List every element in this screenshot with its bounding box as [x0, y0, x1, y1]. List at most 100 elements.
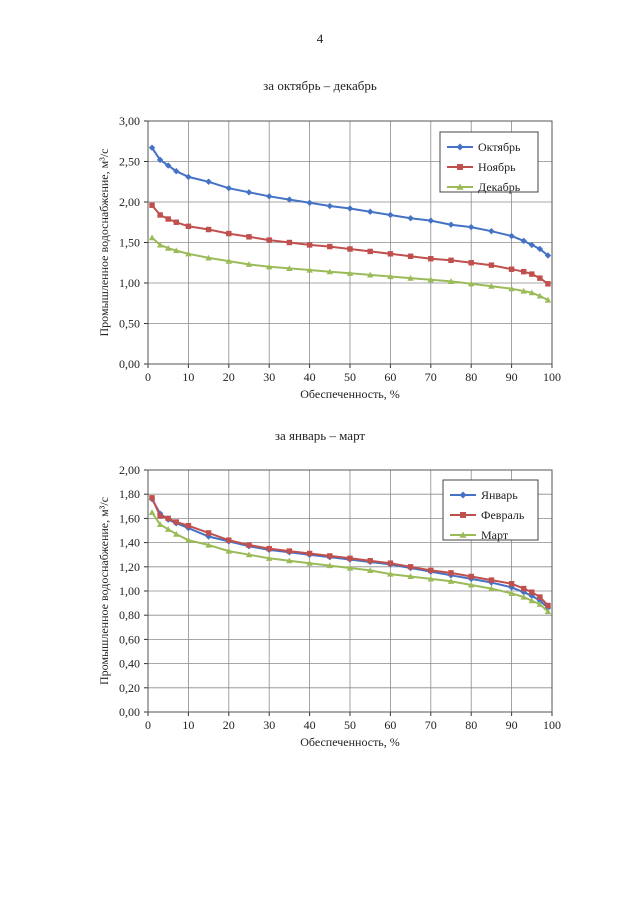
data-point [205, 254, 212, 261]
data-point [156, 521, 164, 528]
data-point [407, 564, 414, 570]
data-point [286, 265, 293, 271]
data-point [407, 253, 414, 259]
data-point [468, 223, 475, 231]
data-point [545, 281, 551, 287]
data-point [149, 202, 155, 208]
data-point [266, 545, 272, 552]
data-point [347, 246, 353, 252]
x-tick-label: 90 [506, 718, 518, 732]
data-point [528, 289, 535, 296]
data-point [520, 589, 527, 596]
x-axis-label: Обеспеченность, % [300, 387, 400, 401]
legend-marker [456, 183, 464, 190]
data-point [536, 245, 544, 253]
data-point [427, 575, 434, 582]
data-point [488, 227, 495, 235]
data-point [148, 144, 156, 151]
data-point [427, 276, 434, 283]
data-point [536, 292, 544, 299]
y-tick-label: 0,60 [119, 632, 140, 646]
data-point [448, 257, 454, 264]
data-point [306, 199, 313, 207]
legend-label: Февраль [481, 508, 525, 522]
x-tick-label: 50 [344, 370, 356, 384]
y-tick-label: 1,60 [119, 511, 140, 525]
data-point [173, 168, 180, 175]
x-tick-label: 80 [465, 370, 477, 384]
data-point [528, 592, 535, 600]
legend-marker [457, 164, 463, 170]
y-tick-label: 2,50 [119, 155, 140, 169]
data-point [185, 223, 192, 230]
data-point [367, 208, 374, 215]
x-tick-label: 40 [304, 370, 316, 384]
data-point [520, 593, 527, 600]
data-point [156, 156, 164, 164]
data-point [387, 273, 394, 280]
legend-marker [460, 512, 466, 518]
y-tick-label: 0,00 [119, 357, 140, 371]
data-point [427, 217, 434, 224]
data-point [173, 247, 180, 254]
data-point [326, 562, 333, 569]
data-point [346, 205, 354, 212]
legend-label: Октябрь [478, 140, 521, 154]
data-point [387, 560, 394, 566]
data-point [205, 178, 212, 185]
data-point [165, 515, 171, 522]
data-point [544, 296, 552, 303]
data-point [468, 280, 475, 287]
data-point [165, 244, 172, 251]
data-point [245, 551, 253, 558]
x-tick-label: 30 [263, 370, 275, 384]
data-point [508, 232, 515, 240]
data-point [225, 547, 232, 554]
data-point [387, 570, 394, 577]
x-tick-label: 0 [145, 370, 151, 384]
data-point [537, 594, 543, 600]
y-tick-label: 1,40 [119, 536, 140, 550]
x-axis-label: Обеспеченность, % [300, 735, 400, 749]
data-point [488, 262, 495, 268]
data-point [428, 567, 434, 574]
data-point [266, 237, 272, 243]
data-point [521, 585, 527, 592]
data-point [387, 211, 394, 219]
data-point [326, 268, 333, 275]
data-point [205, 541, 212, 548]
data-point [447, 578, 455, 584]
data-point [157, 212, 163, 218]
y-tick-label: 0,50 [119, 317, 140, 331]
page-number: 4 [316, 31, 324, 46]
legend-marker [459, 491, 467, 499]
data-point [266, 193, 273, 200]
x-tick-label: 70 [425, 370, 437, 384]
x-tick-label: 0 [145, 718, 151, 732]
data-point [529, 271, 535, 277]
data-point [545, 602, 551, 609]
data-point [173, 519, 179, 525]
data-point [148, 234, 156, 241]
data-point [226, 537, 232, 543]
chart-title-jan-mar: за январь – март [274, 428, 366, 443]
data-point [447, 221, 455, 228]
data-point [447, 278, 455, 284]
data-point [226, 230, 232, 237]
data-point [205, 530, 212, 536]
data-point [245, 189, 253, 196]
data-point [520, 237, 527, 245]
legend-label: Декабрь [478, 180, 521, 194]
data-point [156, 241, 164, 248]
data-point [367, 271, 374, 278]
y-tick-label: 1,00 [119, 584, 140, 598]
data-point [537, 275, 543, 281]
data-point [536, 601, 544, 607]
data-point [185, 250, 192, 257]
data-point [286, 548, 293, 554]
data-point [286, 239, 293, 246]
data-point [185, 522, 192, 529]
y-tick-label: 0,80 [119, 608, 140, 622]
data-point [205, 226, 212, 233]
data-point [148, 509, 156, 515]
